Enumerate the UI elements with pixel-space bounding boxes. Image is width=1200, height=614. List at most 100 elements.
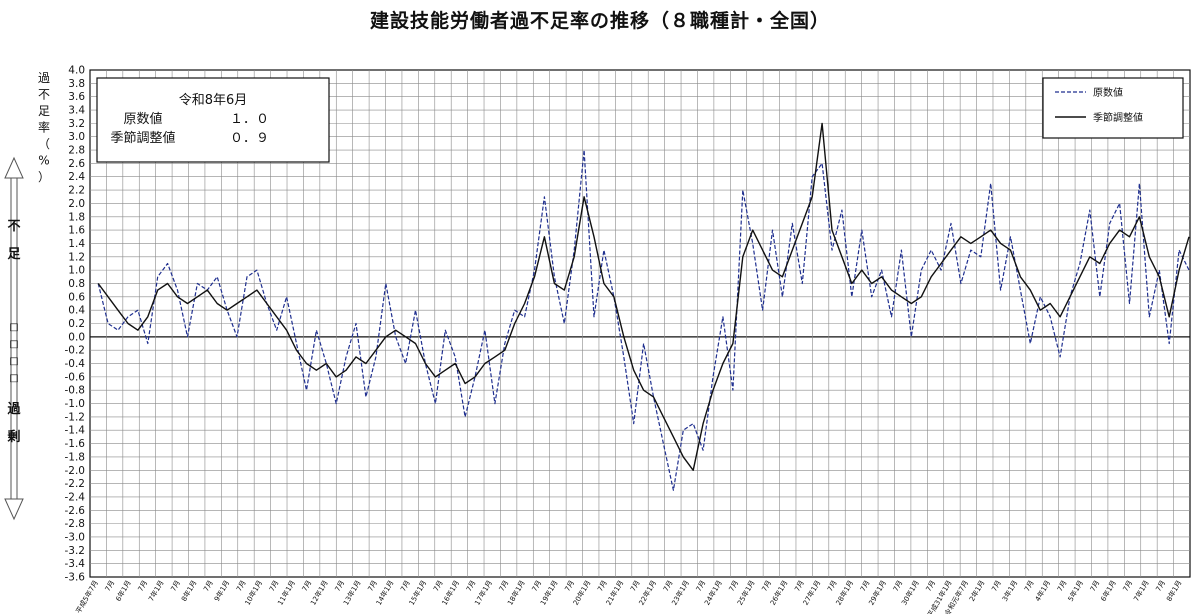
y-tick-label: -1.4 [65,425,86,437]
x-tick-label: 26年1月 [768,579,789,607]
y-tick-label: 3.4 [68,105,85,117]
y-axis-label-char: 不 [38,88,50,102]
x-tick-label: 23年1月 [670,579,691,607]
x-tick-label: 7月 [1023,579,1036,593]
x-tick-label: 29年1月 [867,579,888,607]
x-tick-label: 8年1月 [1164,579,1183,603]
y-tick-label: 0.4 [68,305,85,317]
x-tick-label: 24年1月 [702,579,723,607]
x-tick-label: 10年1月 [243,579,264,607]
x-tick-label: 7月 [596,579,609,593]
x-tick-label: 7月 [465,579,478,593]
x-tick-label: 16年1月 [440,579,461,607]
x-tick-label: 28年1月 [834,579,855,607]
y-tick-label: -0.2 [65,345,86,357]
y-tick-label: -0.4 [65,358,86,370]
x-tick-label: 7月 [498,579,511,593]
y-tick-label: 0.6 [68,291,85,303]
y-tick-label: 3.6 [68,91,85,103]
x-tick-label: 6年1月 [1099,579,1118,603]
x-tick-label: 7年1月 [146,579,165,603]
y-tick-label: 2.2 [68,185,85,197]
x-tick-label: 17年1月 [472,579,493,607]
y-tick-label: 0.8 [68,278,85,290]
y-tick-label: 1.6 [68,225,85,237]
y-tick-label: -1.2 [65,411,86,423]
y-tick-label: 0.2 [68,318,85,330]
x-tick-label: 9年1月 [212,579,231,603]
side-label-mid-char: □ [9,356,18,367]
x-tick-label: 12年1月 [308,579,329,607]
side-label-top-char: 不 [7,219,20,234]
y-tick-label: -0.8 [65,385,86,397]
x-tick-label: 令和元年7月 [943,579,971,614]
x-tick-label: 7月 [859,579,872,593]
x-tick-label: 7月 [760,579,773,593]
info-box-sa-value: ０．９ [230,131,269,146]
x-tick-label: 5年1月 [1066,579,1085,603]
plot-area [89,69,1191,578]
y-tick-label: -0.6 [65,371,86,383]
x-tick-label: 7月 [366,579,379,593]
x-tick-label: 7年1月 [1131,579,1150,603]
y-axis-label-char: 足 [38,104,50,118]
side-label-mid-char: □ [9,339,18,350]
x-tick-label: 平成31年1月 [925,579,953,614]
side-label-bottom-char: 剰 [6,429,20,445]
y-tick-label: 3.2 [68,118,85,130]
x-tick-label: 3年1月 [1000,579,1019,603]
side-label-top-char: 足 [7,247,21,262]
side-arrow-up-head [4,156,24,179]
x-tick-label: 7月 [531,579,544,593]
y-tick-label: 0.0 [68,331,85,343]
x-tick-label: 7月 [399,579,412,593]
series-line-seasonally-adjusted [97,122,1190,471]
side-label-mid-char: □ [9,373,18,384]
x-tick-label: 7月 [301,579,314,593]
x-tick-label: 7月 [432,579,445,593]
x-tick-label: 7月 [662,579,675,593]
x-tick-label: 7月 [202,579,215,593]
x-tick-label: 7月 [169,579,182,593]
x-tick-label: 7月 [728,579,741,593]
y-tick-label: -1.0 [65,398,86,410]
x-tick-label: 7月 [892,579,905,593]
y-tick-label: -1.8 [65,451,86,463]
x-tick-label: 7月 [268,579,281,593]
x-tick-label: 6年1月 [114,579,133,603]
x-tick-label: 2年1月 [967,579,986,603]
y-tick-label: 1.0 [68,265,85,277]
x-tick-label: 7月 [104,579,117,593]
y-axis-label-char: % [38,154,49,168]
x-tick-label: 7月 [826,579,839,593]
y-tick-label: 1.4 [68,238,85,250]
x-tick-label: 19年1月 [538,579,559,607]
y-axis-label-char: 過 [38,71,50,85]
side-label-bottom-char: 過 [6,401,21,417]
x-tick-label: 7月 [925,579,938,593]
info-box [96,77,330,163]
x-tick-label: 平成5年7月 [74,579,100,614]
y-tick-label: -2.4 [65,491,86,503]
side-arrow-down-head [4,498,24,521]
info-box-period: 令和8年6月 [179,93,248,108]
x-tick-label: 21年1月 [604,579,625,607]
x-tick-label: 18年1月 [505,579,526,607]
y-tick-label: 3.8 [68,78,85,90]
y-tick-label: -2.6 [65,505,86,517]
y-tick-label: -2.0 [65,465,86,477]
x-tick-label: 30年1月 [899,579,920,607]
x-tick-label: 27年1月 [801,579,822,607]
y-tick-label: -1.6 [65,438,86,450]
y-tick-label: -3.0 [65,531,86,543]
x-tick-label: 20年1月 [571,579,592,607]
y-axis-label-char: 率 [38,120,50,135]
x-tick-label: 25年1月 [735,579,756,607]
x-tick-label: 7月 [563,579,576,593]
y-tick-label: 1.2 [68,251,85,263]
x-tick-label: 4年1月 [1033,579,1052,603]
x-tick-label: 7月 [137,579,150,593]
y-tick-label: -3.6 [65,572,86,584]
